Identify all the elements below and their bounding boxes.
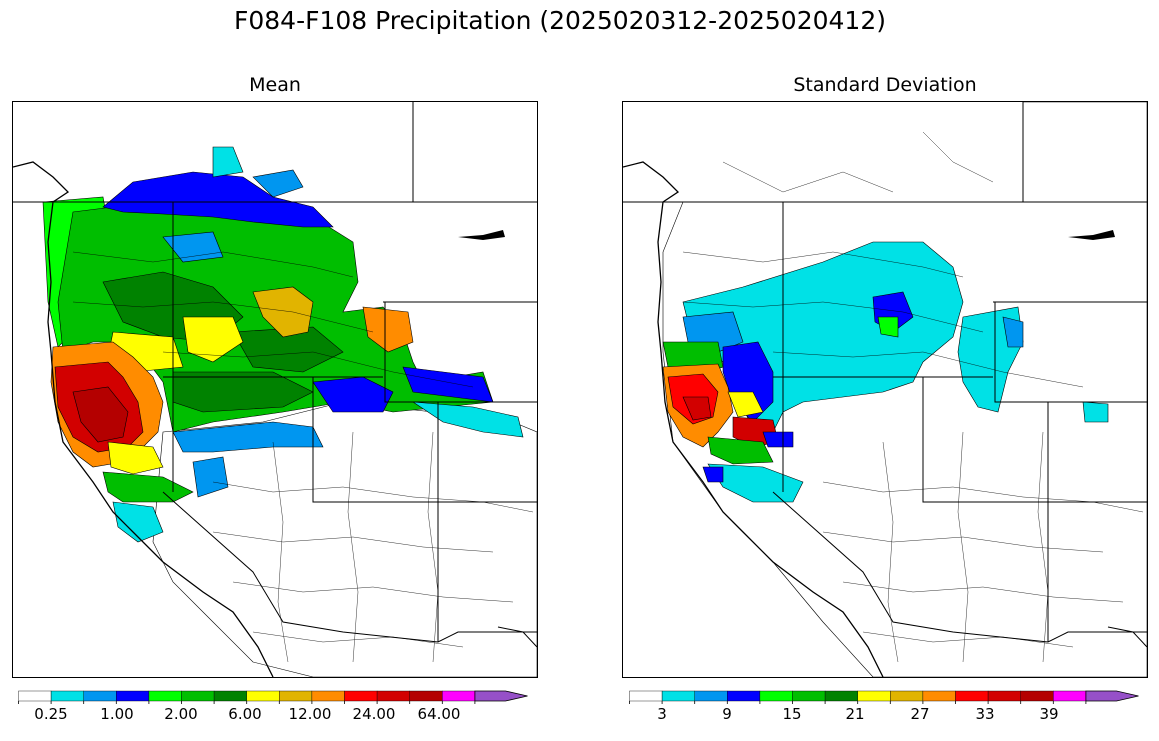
- mean-basin-lines: [72, 251, 534, 663]
- mean-tick-label: 24.00: [352, 705, 396, 723]
- stdev-tick-label: 33: [975, 705, 995, 723]
- mean-tick-label: 0.25: [34, 705, 68, 723]
- stdev-tick-label: 27: [910, 705, 930, 723]
- stdev-colorbar: [629, 690, 1139, 704]
- figure-title: F084-F108 Precipitation (2025020312-2025…: [233, 6, 886, 35]
- mean-map: [12, 101, 538, 678]
- mean-tick-label: 6.00: [228, 705, 262, 723]
- stdev-lake: [1068, 230, 1115, 240]
- stdev-coastline: [623, 161, 884, 677]
- mean-coastline: [13, 161, 274, 677]
- colorbar-extend-arrow: [1085, 690, 1139, 702]
- mean-panel-title: Mean: [249, 74, 301, 96]
- mean-colorbar: [18, 690, 528, 704]
- mean-tick-label: 64.00: [417, 705, 461, 723]
- mean-state-borders: [13, 102, 537, 648]
- stdev-panel-title: Standard Deviation: [793, 74, 977, 96]
- stdev-map: [622, 101, 1148, 678]
- stdev-basin-lines: [682, 131, 1144, 663]
- stdev-tick-label: 39: [1039, 705, 1059, 723]
- stdev-precip-regions: [662, 102, 1147, 677]
- mean-tick-label: 2.00: [164, 705, 198, 723]
- stdev-state-borders: [623, 102, 1147, 648]
- mean-tick-label: 12.00: [288, 705, 332, 723]
- mean-precip-regions: [42, 146, 537, 677]
- stdev-tick-label: 3: [657, 705, 667, 723]
- colorbar-extend-arrow: [474, 690, 528, 702]
- mean-lake: [458, 230, 505, 240]
- stdev-tick-label: 9: [722, 705, 732, 723]
- stdev-tick-label: 21: [845, 705, 865, 723]
- stdev-tick-label: 15: [782, 705, 802, 723]
- mean-tick-label: 1.00: [100, 705, 134, 723]
